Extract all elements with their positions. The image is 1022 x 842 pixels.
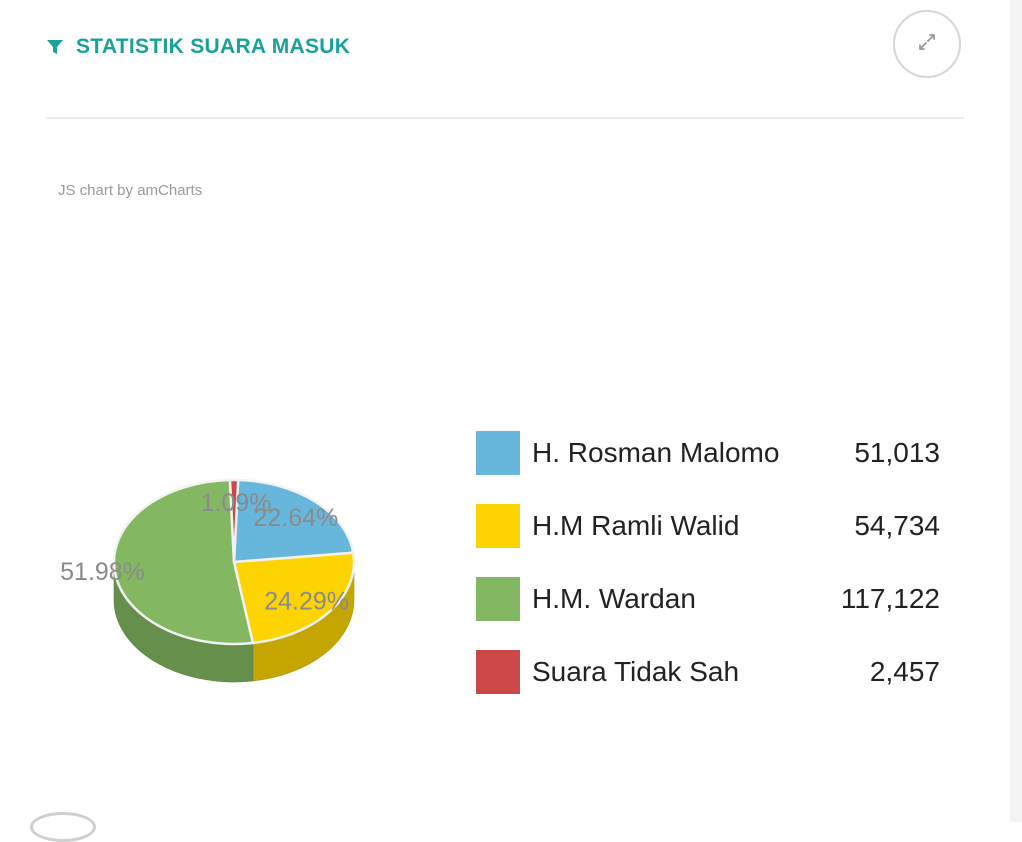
legend-label: H.M Ramli Walid	[532, 510, 740, 541]
legend-item-4[interactable]: Suara Tidak Sah 2,457	[476, 650, 940, 694]
header-divider	[46, 117, 964, 119]
legend-swatch	[476, 431, 520, 475]
expand-arrows-icon	[916, 31, 938, 58]
expand-button[interactable]	[893, 10, 961, 78]
legend-item-1[interactable]: H. Rosman Malomo 51,013	[476, 431, 940, 475]
legend-value: 54,734	[854, 510, 940, 541]
next-panel-button[interactable]	[30, 812, 96, 842]
pie-slice-3[interactable]	[112, 478, 255, 646]
pie-percent-label-4: 1.09%	[201, 489, 272, 517]
pie-percent-label-2: 24.29%	[264, 588, 349, 616]
legend-swatch	[476, 650, 520, 694]
legend-value: 2,457	[869, 656, 940, 687]
legend-label: H.M. Wardan	[532, 583, 696, 614]
pie-percent-label-3: 51.98%	[60, 558, 145, 586]
chart-panel: STATISTIK SUARA MASUK JS chart by amChar…	[30, 10, 964, 842]
scroll-edge	[1010, 0, 1022, 822]
pie-slice-2[interactable]	[232, 551, 356, 645]
legend-item-3[interactable]: H.M. Wardan 117,122	[476, 577, 940, 621]
pie-slice-1[interactable]	[232, 478, 355, 564]
chart-credit-link[interactable]: JS chart by amCharts	[58, 182, 203, 199]
legend-label: H. Rosman Malomo	[532, 437, 780, 468]
panel-header: STATISTIK SUARA MASUK	[46, 30, 350, 64]
panel-title: STATISTIK SUARA MASUK	[76, 35, 351, 58]
legend-swatch	[476, 504, 520, 548]
pie-percent-label-1: 22.64%	[254, 504, 339, 532]
legend-item-2[interactable]: H.M Ramli Walid 54,734	[476, 504, 940, 548]
pie-chart: 22.64% 24.29% 51.98% 1.09%	[60, 478, 356, 683]
filter-icon	[46, 38, 64, 56]
pie-slice-4[interactable]	[228, 478, 240, 564]
legend-swatch	[476, 577, 520, 621]
legend-value: 51,013	[854, 437, 940, 468]
legend-label: Suara Tidak Sah	[532, 656, 740, 687]
legend-value: 117,122	[840, 583, 940, 614]
